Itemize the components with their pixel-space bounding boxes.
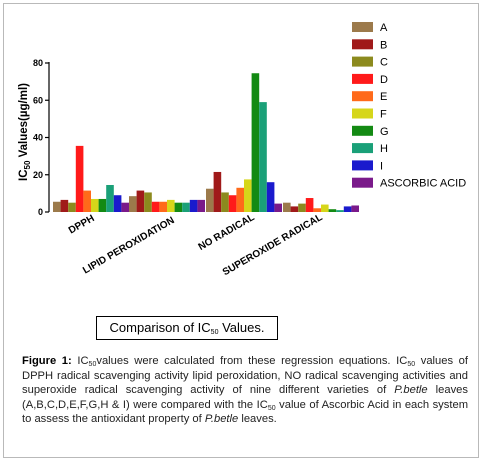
bar bbox=[259, 102, 267, 212]
y-tick-label: 40 bbox=[33, 133, 43, 143]
bar bbox=[266, 182, 275, 212]
legend-swatch bbox=[352, 73, 373, 84]
category-label: LIPID PEROXIDATION bbox=[81, 215, 176, 276]
legend-label: B bbox=[380, 39, 387, 51]
bar bbox=[167, 199, 175, 212]
bar bbox=[189, 199, 198, 212]
bar bbox=[106, 184, 114, 212]
bar bbox=[136, 190, 145, 212]
bar bbox=[351, 205, 359, 212]
category-label: NO RADICAL bbox=[197, 212, 257, 253]
bar bbox=[274, 203, 282, 212]
legend-swatch bbox=[352, 177, 373, 188]
bar bbox=[213, 171, 222, 212]
bar bbox=[60, 199, 69, 212]
legend-swatch bbox=[352, 91, 373, 102]
bar bbox=[283, 202, 291, 212]
bar bbox=[228, 195, 237, 212]
bar bbox=[236, 187, 244, 212]
bar bbox=[251, 73, 260, 213]
legend-swatch bbox=[352, 125, 373, 136]
legend-label: I bbox=[380, 160, 383, 172]
y-axis: 0 20 40 60 80 bbox=[33, 58, 50, 217]
bar bbox=[305, 198, 314, 212]
bar bbox=[174, 202, 183, 212]
bar bbox=[336, 210, 344, 212]
legend-label: H bbox=[380, 143, 388, 155]
bar bbox=[75, 145, 84, 212]
bar bbox=[113, 195, 122, 212]
bar bbox=[151, 201, 160, 212]
legend-label: F bbox=[380, 109, 387, 121]
comparison-box: Comparison of IC50 Values. bbox=[96, 316, 278, 340]
bar bbox=[182, 202, 190, 212]
legend-label: C bbox=[380, 57, 388, 69]
bar bbox=[197, 199, 205, 212]
legend-label: E bbox=[380, 91, 387, 103]
bar bbox=[129, 196, 137, 212]
legend-label: A bbox=[380, 22, 388, 34]
bar bbox=[83, 190, 91, 212]
bar bbox=[68, 202, 76, 212]
legend-swatch bbox=[352, 160, 373, 171]
legend-swatch bbox=[352, 56, 373, 67]
legend-label: G bbox=[380, 126, 389, 138]
bar bbox=[298, 203, 306, 212]
bar bbox=[321, 204, 329, 212]
bars bbox=[53, 73, 359, 213]
bar bbox=[144, 192, 152, 212]
bar bbox=[206, 188, 214, 212]
y-tick-label: 80 bbox=[33, 58, 43, 68]
legend-swatch bbox=[352, 22, 373, 32]
category-label: DPPH bbox=[67, 213, 97, 236]
y-tick-label: 60 bbox=[33, 95, 43, 105]
bar bbox=[121, 202, 129, 212]
caption-label: Figure 1: bbox=[22, 355, 72, 367]
figure-caption: Figure 1: IC50values were calculated fro… bbox=[22, 355, 469, 426]
bar bbox=[244, 179, 252, 212]
y-tick-label: 20 bbox=[33, 170, 43, 180]
bar bbox=[313, 208, 321, 212]
bar bbox=[159, 201, 167, 212]
bar bbox=[328, 209, 337, 212]
legend-swatch bbox=[352, 108, 373, 119]
bar bbox=[343, 206, 352, 212]
y-axis-title: IC50 Values(µg/ml) bbox=[18, 83, 32, 181]
legend-swatch bbox=[352, 143, 373, 154]
bar bbox=[91, 198, 99, 212]
y-tick-label: 0 bbox=[38, 207, 43, 217]
bar bbox=[290, 206, 299, 212]
legend-swatch bbox=[352, 39, 373, 50]
bar bbox=[53, 201, 61, 212]
legend-label: ASCORBIC ACID bbox=[380, 178, 466, 190]
bar bbox=[98, 198, 107, 212]
bar bbox=[221, 192, 229, 212]
figure-frame bbox=[3, 3, 479, 458]
legend-label: D bbox=[380, 74, 388, 86]
